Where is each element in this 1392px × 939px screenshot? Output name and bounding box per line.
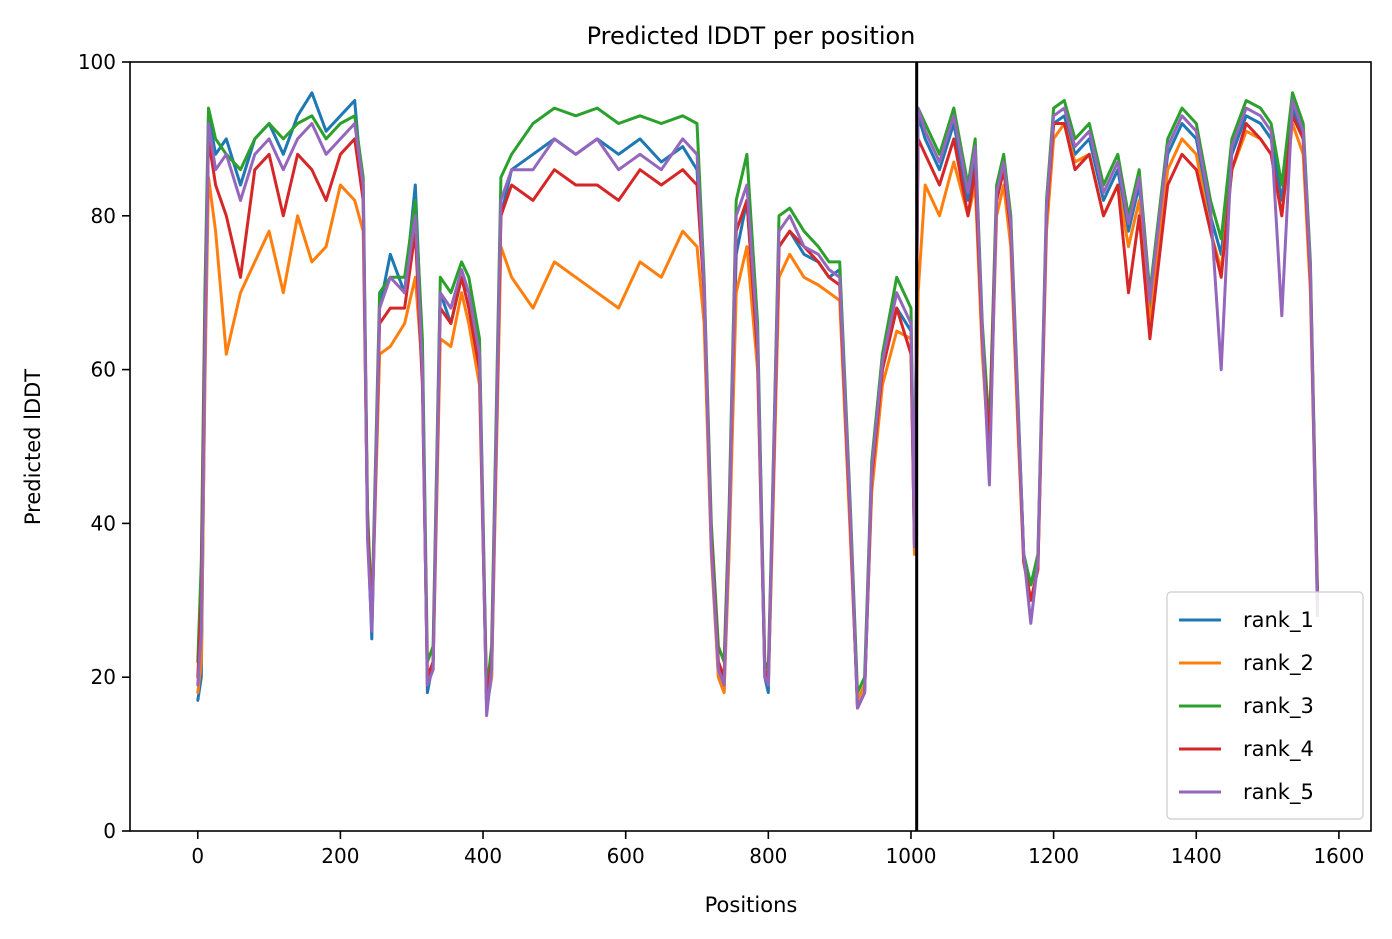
- legend-label-rank_3: rank_3: [1243, 694, 1314, 719]
- legend: rank_1 rank_2 rank_3 rank_4 rank_5: [1166, 591, 1364, 820]
- x-axis-title: Positions: [705, 893, 798, 917]
- x-axis-ticks: 0 200 400 600 800 1000 1200 1400 1600: [191, 831, 1364, 868]
- y-tick-label: 60: [91, 358, 116, 382]
- x-tick-label: 1200: [1028, 844, 1079, 868]
- x-tick-label: 600: [607, 844, 645, 868]
- y-tick-label: 80: [91, 204, 116, 228]
- legend-label-rank_4: rank_4: [1243, 737, 1314, 762]
- plot-frame: [129, 61, 1372, 832]
- series-layer: [196, 91, 1319, 718]
- x-tick-label: 1000: [886, 844, 937, 868]
- y-tick-label: 20: [91, 665, 116, 689]
- y-axis-title: Predicted lDDT: [21, 369, 45, 525]
- y-axis-ticks: 0 20 40 60 80 100: [78, 50, 130, 843]
- legend-label-rank_1: rank_1: [1243, 608, 1314, 633]
- legend-frame: [1166, 591, 1364, 820]
- x-tick-label: 1400: [1171, 844, 1222, 868]
- x-tick-label: 0: [191, 844, 204, 868]
- y-tick-label: 100: [78, 50, 116, 74]
- y-tick-label: 0: [103, 819, 116, 843]
- chart-title: Predicted lDDT per position: [587, 22, 916, 50]
- legend-label-rank_2: rank_2: [1243, 651, 1314, 676]
- x-tick-label: 1600: [1313, 844, 1364, 868]
- x-tick-label: 800: [749, 844, 787, 868]
- y-tick-label: 40: [91, 511, 116, 535]
- x-tick-label: 400: [464, 844, 502, 868]
- legend-label-rank_5: rank_5: [1243, 780, 1314, 805]
- x-tick-label: 200: [321, 844, 359, 868]
- series-line-rank_5: [196, 99, 1319, 718]
